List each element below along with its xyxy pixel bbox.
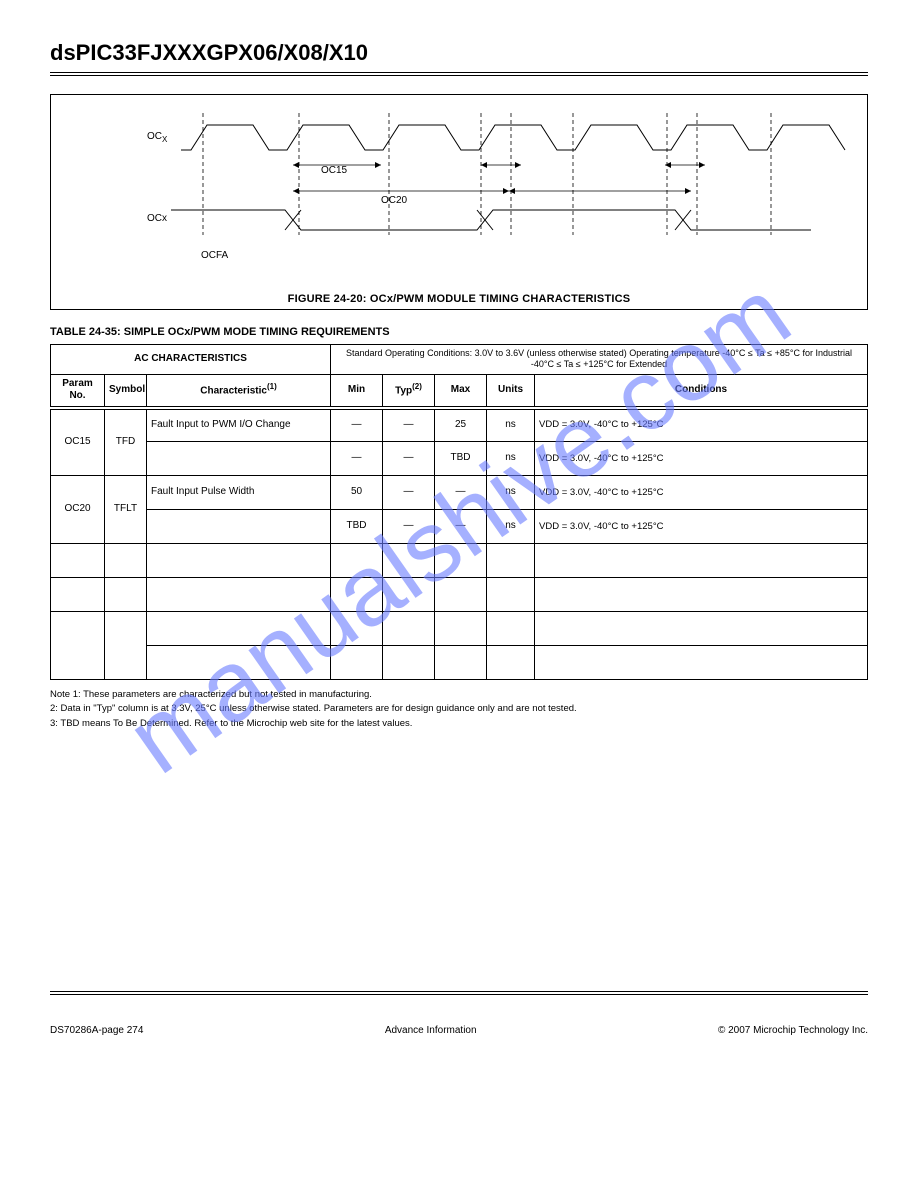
table-cell-char [147, 646, 331, 680]
table-cell-symbol [105, 612, 147, 680]
table-cell-units [487, 646, 535, 680]
table-cell-max [435, 544, 487, 578]
table-cell-max: TBD [435, 442, 487, 476]
table-cell-typ [383, 612, 435, 646]
ac-characteristics-banner: AC CHARACTERISTICS [51, 345, 331, 375]
table-cell-cond: VDD = 3.0V, -40°C to +125°C [535, 476, 868, 510]
footnote-1: Note 1: These parameters are characteriz… [50, 688, 868, 701]
table-cell-symbol: TFD [105, 408, 147, 476]
table-cell-typ [383, 544, 435, 578]
table-cell-char: Fault Input to PWM I/O Change [147, 408, 331, 442]
table-cell-cond [535, 544, 868, 578]
table-cell-typ: — [383, 510, 435, 544]
table-cell-symbol: TFLT [105, 476, 147, 544]
table-cell-char [147, 442, 331, 476]
timing-requirements-table: AC CHARACTERISTICS Standard Operating Co… [50, 344, 868, 680]
top-rule [50, 72, 868, 76]
col-char: Characteristic(1) [147, 374, 331, 408]
table-cell-param [51, 612, 105, 680]
table-cell-char: Fault Input Pulse Width [147, 476, 331, 510]
table-cell-max [435, 578, 487, 612]
table-cell-min: TBD [331, 510, 383, 544]
table-cell-units: ns [487, 510, 535, 544]
table-cell-units [487, 612, 535, 646]
table-cell-max: 25 [435, 408, 487, 442]
table-cell-typ [383, 578, 435, 612]
operating-conditions-cell: Standard Operating Conditions: 3.0V to 3… [331, 345, 868, 375]
col-typ: Typ(2) [383, 374, 435, 408]
footer-page-number: DS70286A-page 274 [50, 1025, 143, 1036]
table-cell-max [435, 646, 487, 680]
table-cell-cond: VDD = 3.0V, -40°C to +125°C [535, 408, 868, 442]
table-cell-cond: VDD = 3.0V, -40°C to +125°C [535, 510, 868, 544]
table-cell-symbol [105, 544, 147, 578]
table-cell-units: ns [487, 408, 535, 442]
table-footnotes: Note 1: These parameters are characteriz… [50, 688, 868, 730]
table-cell-max: — [435, 510, 487, 544]
table-cell-char [147, 544, 331, 578]
col-units: Units [487, 374, 535, 408]
table-cell-cond [535, 646, 868, 680]
table-cell-units: ns [487, 442, 535, 476]
col-max: Max [435, 374, 487, 408]
table-cell-max [435, 612, 487, 646]
table-cell-param: OC20 [51, 476, 105, 544]
col-cond: Conditions [535, 374, 868, 408]
table-cell-param: OC15 [51, 408, 105, 476]
oc20-label: OC20 [381, 195, 407, 206]
table-cell-units: ns [487, 476, 535, 510]
table-cell-param [51, 578, 105, 612]
table-cell-min [331, 612, 383, 646]
table-cell-min [331, 544, 383, 578]
ocfa-label: OCFA [201, 250, 228, 261]
table-cell-symbol [105, 578, 147, 612]
table-cell-typ: — [383, 476, 435, 510]
table-cell-char [147, 510, 331, 544]
table-cell-min: — [331, 408, 383, 442]
bottom-rule [50, 991, 868, 995]
table-caption: TABLE 24-35: SIMPLE OCx/PWM MODE TIMING … [50, 326, 868, 338]
oc15-label: OC15 [321, 165, 347, 176]
table-cell-min: 50 [331, 476, 383, 510]
table-cell-typ: — [383, 442, 435, 476]
doc-part-number: dsPIC33FJXXXGPX06/X08/X10 [50, 40, 368, 66]
table-cell-units [487, 578, 535, 612]
table-cell-char [147, 612, 331, 646]
timing-diagram-svg [51, 95, 861, 290]
table-cell-typ [383, 646, 435, 680]
footnote-2: 2: Data in "Typ" column is at 3.3V, 25°C… [50, 702, 868, 715]
footnote-3: 3: TBD means To Be Determined. Refer to … [50, 717, 868, 730]
timing-figure-box: OCX OCx OCFA OC15 OC20 FIGURE 24-20: OCx… [50, 94, 868, 310]
table-cell-units [487, 544, 535, 578]
table-cell-cond [535, 612, 868, 646]
table-cell-min [331, 578, 383, 612]
table-cell-min: — [331, 442, 383, 476]
table-cell-min [331, 646, 383, 680]
table-cell-param [51, 544, 105, 578]
col-symbol: Symbol [105, 374, 147, 408]
table-cell-cond [535, 578, 868, 612]
col-param: Param No. [51, 374, 105, 408]
table-cell-max: — [435, 476, 487, 510]
ocx-label: OCx [147, 213, 167, 224]
col-min: Min [331, 374, 383, 408]
table-cell-typ: — [383, 408, 435, 442]
footer-right: © 2007 Microchip Technology Inc. [718, 1025, 868, 1036]
figure-caption: FIGURE 24-20: OCx/PWM MODULE TIMING CHAR… [51, 293, 867, 305]
clock-label: OCX [147, 131, 167, 144]
footer-center: Advance Information [385, 1025, 477, 1036]
table-cell-cond: VDD = 3.0V, -40°C to +125°C [535, 442, 868, 476]
table-cell-char [147, 578, 331, 612]
